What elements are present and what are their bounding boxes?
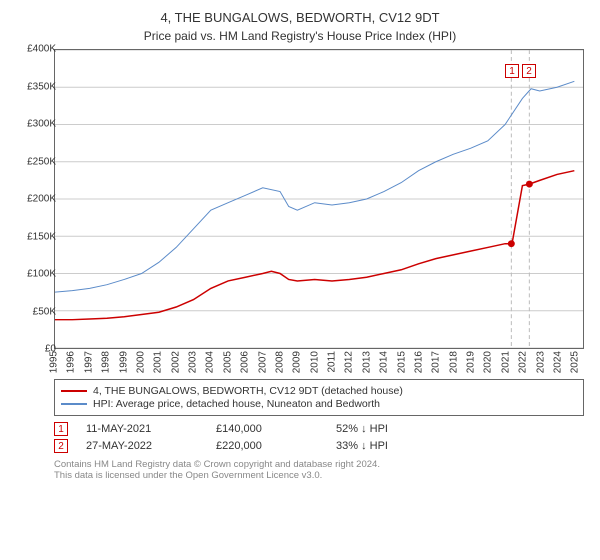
x-tick-label: 1997 (83, 351, 94, 373)
x-tick-label: 2022 (518, 351, 529, 373)
event-badge: 2 (522, 64, 536, 78)
x-tick-label: 2024 (552, 351, 563, 373)
event-row-badge: 1 (54, 422, 68, 436)
x-tick-label: 2013 (361, 351, 372, 373)
footer: Contains HM Land Registry data © Crown c… (54, 459, 584, 481)
x-tick-label: 2019 (466, 351, 477, 373)
x-tick-label: 2008 (274, 351, 285, 373)
legend-label: HPI: Average price, detached house, Nune… (93, 398, 380, 410)
event-row: 2 27-MAY-2022£220,00033% ↓ HPI (54, 439, 584, 453)
x-tick-label: 2000 (135, 351, 146, 373)
x-tick-label: 2018 (448, 351, 459, 373)
x-tick-label: 2006 (240, 351, 251, 373)
page-subtitle: Price paid vs. HM Land Registry's House … (10, 29, 590, 43)
legend-label: 4, THE BUNGALOWS, BEDWORTH, CV12 9DT (de… (93, 385, 403, 397)
x-tick-label: 2014 (379, 351, 390, 373)
y-tick-label: £400K (27, 44, 56, 55)
x-tick-label: 1999 (118, 351, 129, 373)
x-tick-label: 2010 (309, 351, 320, 373)
y-tick-label: £250K (27, 156, 56, 167)
event-price: £220,000 (216, 440, 336, 452)
legend-item: 4, THE BUNGALOWS, BEDWORTH, CV12 9DT (de… (61, 385, 577, 397)
y-tick-label: £100K (27, 269, 56, 280)
x-tick-label: 2021 (500, 351, 511, 373)
event-price: £140,000 (216, 423, 336, 435)
chart-plot: 12 (54, 49, 584, 349)
x-tick-label: 2012 (344, 351, 355, 373)
x-tick-label: 1998 (101, 351, 112, 373)
x-tick-label: 2003 (188, 351, 199, 373)
x-tick-label: 2004 (205, 351, 216, 373)
event-row: 1 11-MAY-2021£140,00052% ↓ HPI (54, 422, 584, 436)
event-date: 11-MAY-2021 (86, 423, 216, 435)
page-title: 4, THE BUNGALOWS, BEDWORTH, CV12 9DT (10, 10, 590, 25)
event-badge-row: 12 (505, 64, 539, 78)
x-tick-label: 2020 (483, 351, 494, 373)
x-tick-label: 1995 (49, 351, 60, 373)
event-date: 27-MAY-2022 (86, 440, 216, 452)
legend-swatch (61, 390, 87, 392)
event-diff: 52% ↓ HPI (336, 423, 584, 435)
x-tick-label: 2025 (570, 351, 581, 373)
event-badge: 1 (505, 64, 519, 78)
legend: 4, THE BUNGALOWS, BEDWORTH, CV12 9DT (de… (54, 379, 584, 416)
footer-line-2: This data is licensed under the Open Gov… (54, 470, 584, 481)
event-row-badge: 2 (54, 439, 68, 453)
y-tick-label: £300K (27, 119, 56, 130)
event-diff: 33% ↓ HPI (336, 440, 584, 452)
events-table: 1 11-MAY-2021£140,00052% ↓ HPI 2 27-MAY-202… (54, 422, 584, 453)
y-tick-label: £150K (27, 231, 56, 242)
x-tick-label: 2002 (170, 351, 181, 373)
x-tick-label: 2005 (222, 351, 233, 373)
legend-swatch (61, 403, 87, 405)
x-tick-label: 1996 (66, 351, 77, 373)
x-tick-label: 2007 (257, 351, 268, 373)
x-tick-label: 2015 (396, 351, 407, 373)
legend-item: HPI: Average price, detached house, Nune… (61, 398, 577, 410)
x-tick-label: 2001 (153, 351, 164, 373)
x-tick-label: 2011 (327, 351, 338, 373)
y-tick-label: £50K (33, 306, 56, 317)
y-tick-label: £200K (27, 194, 56, 205)
footer-line-1: Contains HM Land Registry data © Crown c… (54, 459, 584, 470)
x-tick-label: 2016 (413, 351, 424, 373)
x-tick-label: 2017 (431, 351, 442, 373)
chart-area: 12 £0£50K£100K£150K£200K£250K£300K£350K£… (54, 49, 590, 379)
x-tick-label: 2009 (292, 351, 303, 373)
y-tick-label: £350K (27, 81, 56, 92)
x-tick-label: 2023 (535, 351, 546, 373)
